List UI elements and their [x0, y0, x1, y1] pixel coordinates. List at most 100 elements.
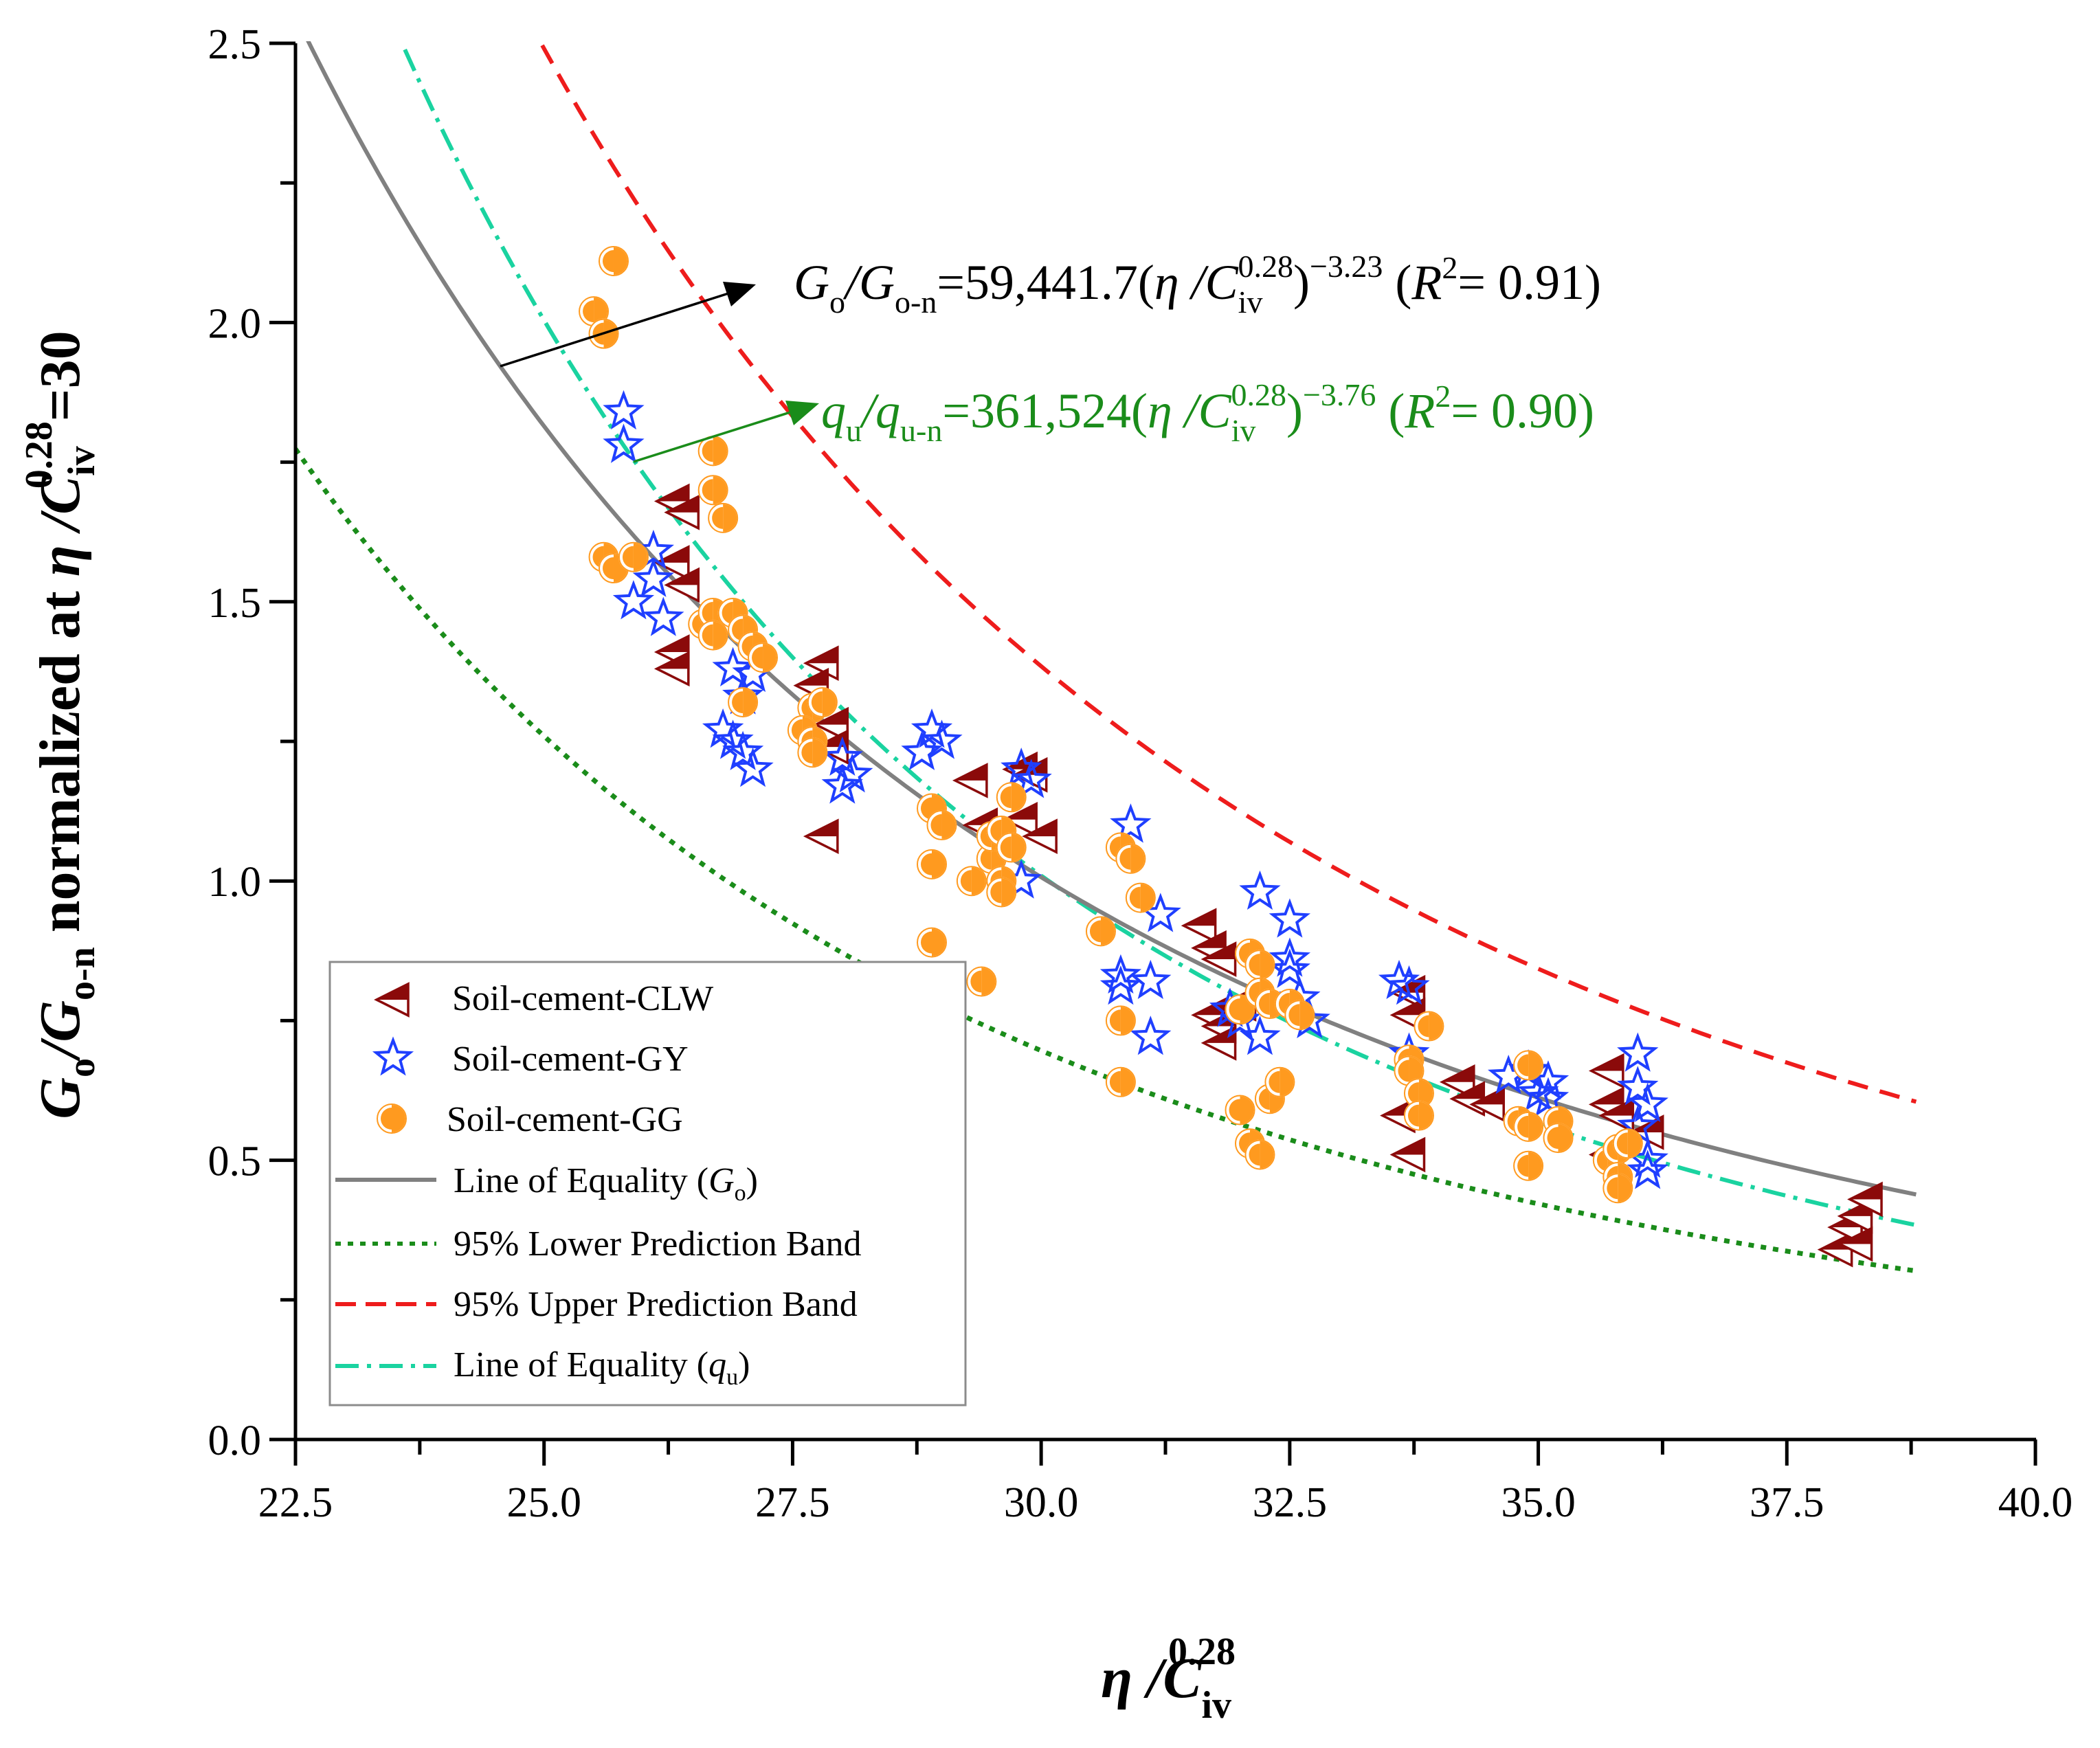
- soil-cement-gg-point: [996, 832, 1027, 863]
- soil-cement-gg-point: [916, 927, 947, 958]
- go-eq-n: 2: [1442, 250, 1457, 285]
- soil-cement-clw-point: [1002, 801, 1038, 838]
- soil-cement-gy-point: [1627, 1150, 1668, 1189]
- legend-marker-clw: [374, 982, 410, 1018]
- soil-cement-gy-point: [722, 730, 764, 770]
- y-tick-label: 0.0: [208, 1418, 262, 1464]
- legend-label-go: Line of Equality (Go): [454, 1161, 758, 1206]
- x-title-sup: 0.28: [1168, 1631, 1236, 1673]
- go-annotation-arrow: [500, 282, 756, 368]
- soil-cement-gg-point: [708, 502, 739, 533]
- soil-cement-clw-point: [664, 494, 700, 530]
- soil-cement-gg-point: [916, 849, 947, 879]
- soil-cement-clw-point: [1837, 1226, 1873, 1262]
- y-title-mid: normalized at: [28, 576, 92, 947]
- qu-eq-g: /C: [1172, 383, 1232, 438]
- qu-eq-e: =361,524(: [942, 383, 1148, 438]
- soil-cement-gy-point: [1130, 1016, 1172, 1055]
- soil-cement-gy-point: [1099, 954, 1141, 994]
- soil-cement-gg-point: [697, 620, 728, 651]
- soil-cement-gg-point: [1105, 1066, 1136, 1097]
- soil-cement-clw-point: [952, 763, 988, 798]
- soil-cement-gg-point: [1105, 1005, 1136, 1036]
- legend-marker-gy: [372, 1036, 414, 1076]
- legend-label-qu: Line of Equality (qu): [454, 1345, 750, 1390]
- soil-cement-clw-point: [1200, 941, 1237, 977]
- y-axis-title: Go/Go-n normalized at η /Civ0.28=30: [18, 330, 103, 1119]
- soil-cement-gy-point: [603, 423, 645, 463]
- soil-cement-clw-point: [1439, 1064, 1475, 1100]
- soil-cement-gy-point: [712, 719, 754, 759]
- go-eq-k: −3.23: [1310, 249, 1383, 284]
- soil-cement-gy-point: [1130, 959, 1172, 1000]
- soil-cement-gg-point: [986, 877, 1017, 908]
- x-title-c: /C: [1132, 1646, 1202, 1710]
- y-title-c: /C: [28, 475, 92, 545]
- x-tick-label: 40.0: [1998, 1479, 2073, 1526]
- soil-cement-gg-point: [966, 966, 997, 997]
- go-eq-c: /G: [842, 255, 895, 310]
- legend-label-lower: 95% Lower Prediction Band: [454, 1224, 862, 1264]
- soil-cement-gg-point: [926, 809, 957, 840]
- go-eq-l: (: [1383, 255, 1411, 310]
- qu-eq-d: u-n: [900, 413, 942, 448]
- soil-cement-clw-point: [803, 818, 839, 855]
- soil-cement-gy-point: [1388, 965, 1430, 1005]
- soil-cement-clw-point: [654, 651, 690, 687]
- soil-cement-gy-point: [632, 557, 674, 597]
- legend-go-close: ): [746, 1161, 758, 1200]
- x-tick-label: 30.0: [1004, 1479, 1079, 1526]
- soil-cement-gy-point: [1627, 1082, 1668, 1123]
- soil-cement-gg-point: [1513, 1050, 1544, 1081]
- y-tick-label: 2.5: [208, 21, 262, 68]
- go-eq-b: o: [829, 284, 845, 320]
- y-tick-label: 1.0: [208, 859, 262, 906]
- soil-cement-gg-point: [697, 436, 728, 467]
- x-axis-title: η /Civ 0.28: [1101, 1631, 1236, 1727]
- soil-cement-clw-point: [803, 645, 839, 682]
- go-eq-f: η: [1154, 255, 1179, 310]
- qu-eq-c: /q: [859, 383, 900, 438]
- soil-cement-clw-point: [1389, 1136, 1426, 1173]
- soil-cement-gy-point: [1239, 1016, 1281, 1055]
- qu-eq-b: u: [846, 413, 862, 448]
- legend-go-sub: o: [735, 1180, 746, 1206]
- soil-cement-gg-point: [1513, 1111, 1544, 1142]
- soil-cement-clw-point: [1022, 818, 1058, 855]
- soil-cement-gy-point: [821, 764, 863, 804]
- y-tick-label: 1.5: [208, 580, 262, 627]
- go-eq-g: /C: [1179, 255, 1239, 310]
- soil-cement-gy-point: [1010, 759, 1052, 798]
- go-eq-d: o-n: [895, 284, 937, 320]
- go-eq-a: G: [794, 255, 829, 310]
- soil-cement-gg-point: [1543, 1123, 1574, 1154]
- soil-cement-gg-point: [1244, 950, 1275, 981]
- legend-go-text: Line of Equality (: [454, 1161, 708, 1200]
- soil-cement-gg-point: [1125, 882, 1156, 913]
- soil-cement-gy-point: [1269, 898, 1310, 938]
- soil-cement-gy-point: [1001, 747, 1042, 787]
- soil-cement-gy-point: [921, 719, 963, 759]
- soil-cement-gy-point: [911, 708, 953, 748]
- x-tick-label: 25.0: [506, 1479, 581, 1526]
- soil-cement-gg-point: [1414, 1011, 1444, 1042]
- soil-cement-gg-point: [1612, 1128, 1643, 1159]
- soil-cement-gy-point: [1617, 1066, 1659, 1106]
- soil-cement-gg-point: [1264, 1066, 1295, 1097]
- soil-cement-gg-point: [956, 866, 987, 897]
- x-tick-label: 35.0: [1501, 1479, 1576, 1526]
- go-eq-o: = 0.91): [1457, 255, 1601, 310]
- data-markers: [579, 245, 1883, 1268]
- y-tick-label: 0.5: [208, 1139, 262, 1185]
- legend-qu-sub: u: [726, 1365, 738, 1390]
- soil-cement-gg-point: [1602, 1173, 1633, 1204]
- soil-cement-gg-point: [579, 296, 610, 327]
- soil-cement-gg-point: [697, 475, 728, 506]
- legend-label-clw: Soil-cement-CLW: [452, 979, 713, 1018]
- qu-fit-equation: qu/qu-n=361,524(η /Civ0.28)−3.76 (R2= 0.…: [821, 377, 1594, 448]
- qu-eq-o: = 0.90): [1451, 383, 1594, 438]
- soil-cement-clw-point: [1469, 1086, 1505, 1123]
- soil-cement-gy-point: [603, 390, 645, 430]
- go-eq-e: =59,441.7(: [937, 255, 1154, 310]
- soil-cement-gy-point: [612, 580, 655, 620]
